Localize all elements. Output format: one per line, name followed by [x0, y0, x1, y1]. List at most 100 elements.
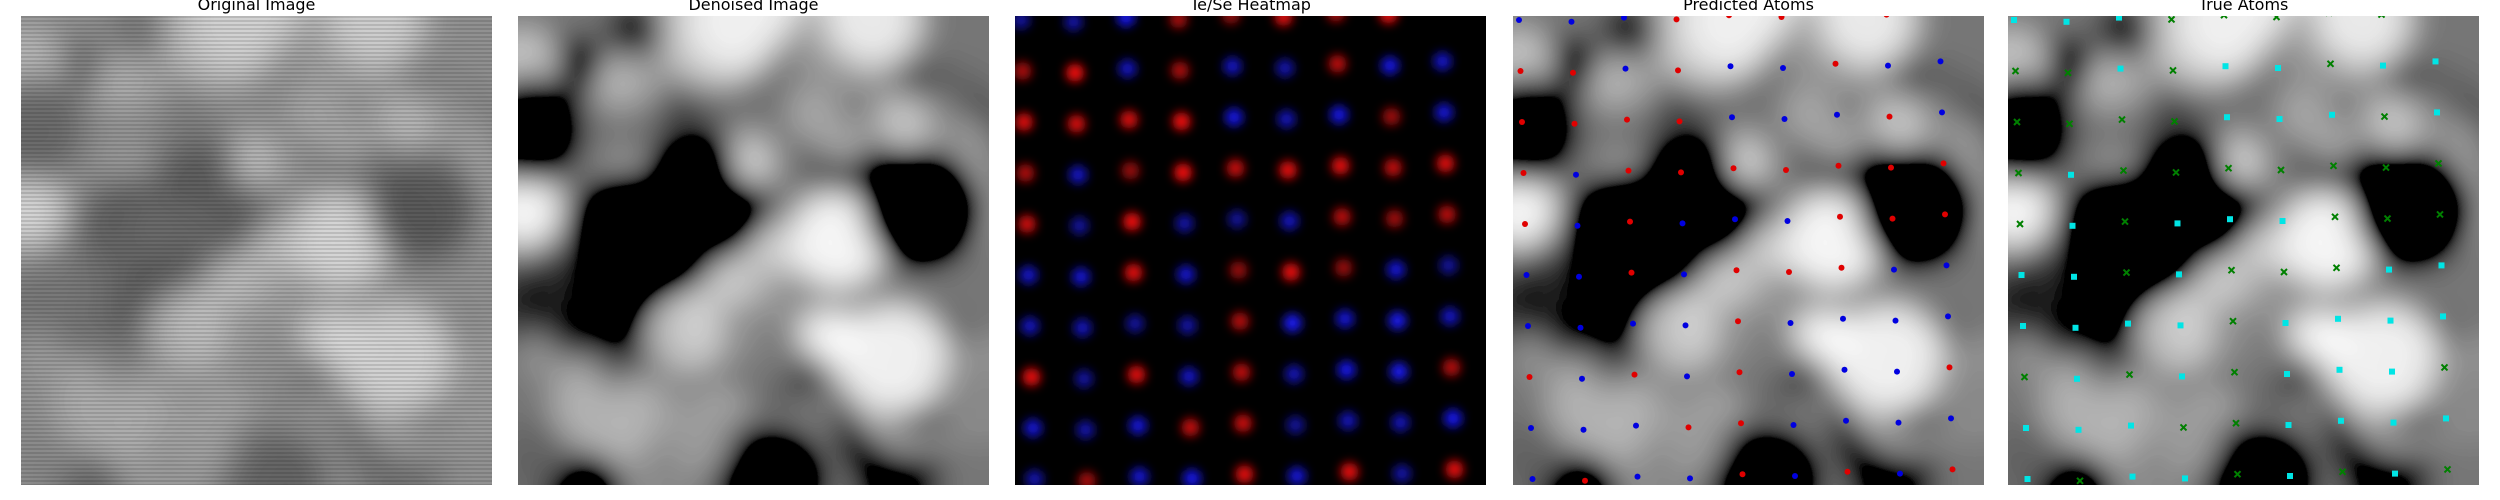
predicted-atom	[1735, 318, 1741, 325]
predicted-atom	[1624, 116, 1630, 123]
predicted-atom	[1519, 119, 1525, 125]
true-atom-se	[2390, 419, 2397, 426]
predicted-atom	[1682, 322, 1689, 329]
heatmap-dot	[1075, 369, 1093, 388]
heatmap-dot	[1019, 266, 1038, 284]
heatmap-dot	[1438, 205, 1456, 224]
heatmap-dot	[1334, 258, 1353, 277]
predicted-atom	[1625, 167, 1632, 174]
true-atom-se	[2275, 65, 2281, 71]
true-atom-se	[2338, 417, 2344, 424]
predicted-atom	[1778, 16, 1785, 20]
heatmap-dot	[1225, 108, 1243, 127]
predicted-atom	[1681, 271, 1687, 278]
true-atom-te	[2440, 363, 2449, 372]
predicted-atom	[1687, 475, 1693, 482]
true-atom-te	[2076, 477, 2084, 485]
true-atom-te	[2020, 373, 2029, 381]
heatmap-dots	[1015, 16, 1464, 485]
true-atom-te	[2280, 268, 2288, 276]
predicted-atom	[1517, 68, 1524, 74]
predicted-atom	[1726, 16, 1732, 19]
heatmap-dot	[1232, 363, 1251, 382]
true-atom-te	[2013, 118, 2021, 126]
predicted-atom	[1840, 315, 1846, 322]
heatmap-dot	[1067, 114, 1086, 133]
heatmap-dot	[1066, 63, 1084, 82]
heatmap-dot	[1169, 16, 1188, 29]
predicted-atom	[1894, 368, 1900, 375]
true-atom-te	[2016, 220, 2024, 228]
predicted-atom	[1516, 17, 1522, 23]
panel-title: Denoised Image	[688, 0, 818, 14]
true-atom-se	[2386, 266, 2392, 273]
panel-image	[474, 0, 1042, 500]
heatmap-dot	[1174, 163, 1192, 182]
heatmap-dot	[1073, 318, 1092, 337]
predicted-atom	[1622, 65, 1629, 72]
heatmap-dot	[1123, 212, 1141, 231]
true-atom-te	[2125, 370, 2134, 379]
true-atom-se	[2011, 17, 2017, 23]
true-atom-te	[2380, 112, 2389, 121]
predicted-atom	[1523, 272, 1530, 278]
true-atom-te	[2119, 166, 2128, 175]
predicted-atom	[1786, 269, 1792, 275]
heatmap-dot	[1439, 256, 1458, 275]
true-atom-se	[2176, 271, 2182, 278]
true-atom-te	[2169, 66, 2177, 75]
true-atom-te	[2232, 419, 2240, 427]
true-atom-se	[2177, 322, 2184, 329]
heatmap-dot	[1180, 367, 1198, 386]
predicted-atom	[1529, 476, 1536, 482]
heatmap-dot	[1327, 16, 1345, 22]
predicted-atom	[1580, 426, 1587, 433]
heatmap-dot	[1381, 56, 1399, 75]
heatmap-dot	[1442, 358, 1461, 377]
predicted-atom	[1520, 170, 1527, 176]
heatmap-dot	[1124, 263, 1143, 282]
heatmap-dot	[1382, 107, 1401, 126]
predicted-atom	[1570, 69, 1576, 76]
true-atom-se	[2224, 114, 2230, 121]
true-atom-te	[2014, 169, 2023, 177]
heatmap-dot	[1274, 16, 1293, 26]
true-atom-te	[2230, 368, 2239, 376]
true-atom-te	[2272, 16, 2281, 21]
heatmap-dot	[1117, 16, 1135, 27]
predicted-atom	[1628, 269, 1635, 276]
predicted-atom	[1574, 222, 1581, 229]
panel-title: True Atoms	[2198, 0, 2289, 14]
predicted-atom	[1733, 267, 1740, 274]
heatmap-dot	[1121, 161, 1140, 180]
predicted-atom	[1684, 373, 1690, 380]
true-atom-te	[2436, 210, 2444, 219]
true-atom-se	[2125, 320, 2131, 327]
true-atom-se	[2285, 422, 2292, 428]
true-atom-se	[2117, 65, 2124, 72]
true-atom-te	[2064, 69, 2072, 77]
predicted-atom	[1784, 218, 1791, 224]
true-atom-se	[2284, 371, 2290, 377]
heatmap-dot	[1279, 161, 1297, 179]
heatmap-dot	[1337, 360, 1356, 379]
true-atom-te	[2229, 317, 2237, 325]
heatmap-dot	[1076, 420, 1095, 439]
heatmap-dot	[1328, 54, 1347, 73]
true-atom-te	[2172, 168, 2180, 177]
true-atom-te	[2329, 162, 2338, 170]
true-atom-te	[2277, 166, 2285, 174]
panel-image	[21, 16, 492, 485]
heatmap-dot	[1072, 267, 1090, 286]
predicted-atom	[1526, 374, 1533, 380]
true-atom-te	[2065, 120, 2074, 128]
true-atom-se	[2182, 475, 2188, 482]
predicted-atom	[1891, 266, 1897, 273]
predicted-atom	[1942, 211, 1948, 218]
scanlines	[21, 16, 492, 485]
heatmap-dot	[1078, 471, 1096, 485]
true-atom-te	[2233, 470, 2242, 478]
predicted-atom	[1895, 419, 1902, 426]
predicted-atom	[1736, 369, 1743, 376]
heatmap-dot	[1172, 112, 1191, 131]
